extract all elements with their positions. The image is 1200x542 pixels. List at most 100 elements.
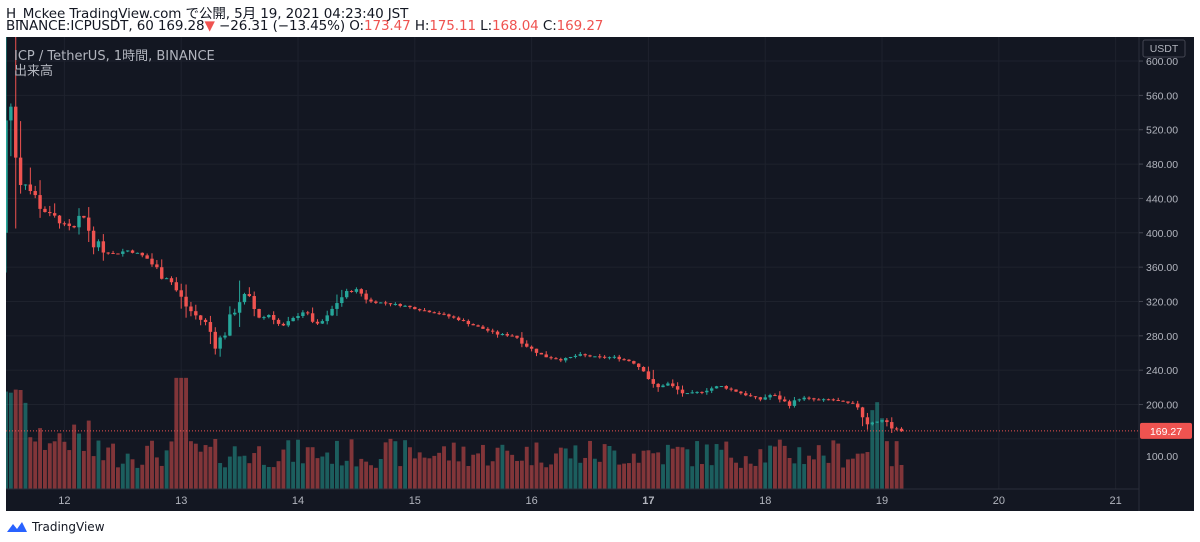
- volume-bar: [889, 466, 894, 489]
- time-tick-label: 17: [642, 495, 654, 507]
- volume-bar: [841, 467, 846, 489]
- time-tick-label: 13: [175, 495, 187, 507]
- volume-bar: [38, 428, 43, 489]
- candle-body: [6, 120, 8, 233]
- open-label: O:: [349, 18, 364, 34]
- volume-bar: [315, 458, 320, 489]
- volume-bar: [568, 458, 573, 489]
- volume-bar: [393, 441, 398, 489]
- volume-bar: [792, 463, 797, 489]
- candle-body: [671, 383, 675, 387]
- candle-body: [744, 393, 748, 396]
- tradingview-footer[interactable]: TradingView: [6, 517, 105, 537]
- volume-bar: [753, 465, 758, 489]
- volume-bar: [320, 456, 325, 489]
- volume-bar: [680, 447, 685, 489]
- volume-bar: [349, 439, 354, 489]
- candle-body: [666, 383, 670, 386]
- candle-body: [461, 320, 466, 322]
- candle-body: [145, 255, 149, 259]
- volume-bar: [296, 439, 300, 489]
- price-change: −26.31 (−13.45%): [219, 18, 346, 34]
- candle-body: [495, 331, 500, 335]
- currency-box: [1142, 39, 1186, 58]
- volume-bar: [305, 447, 310, 489]
- candle-body: [627, 359, 631, 362]
- volume-bar: [369, 465, 373, 489]
- volume-bar: [617, 464, 622, 489]
- candle-body: [880, 420, 884, 422]
- volume-bar: [174, 377, 179, 489]
- candle-body: [43, 208, 47, 213]
- candle-body: [33, 191, 37, 196]
- volume-bar: [339, 465, 344, 489]
- volume-bar: [198, 451, 203, 489]
- low-label: L:: [480, 18, 493, 34]
- candle-body: [194, 311, 198, 316]
- candle-body: [403, 305, 407, 307]
- candle-body: [422, 310, 427, 312]
- volume-bar: [481, 444, 485, 489]
- candle-body: [646, 371, 651, 380]
- candle-body: [164, 278, 169, 280]
- candle-body: [578, 354, 582, 356]
- volume-bar: [700, 464, 704, 489]
- volume-bar: [164, 450, 169, 489]
- candle-body: [778, 395, 782, 400]
- candle-body: [651, 379, 655, 384]
- volume-bar: [184, 377, 189, 489]
- candle-body: [301, 312, 305, 317]
- volume-bar: [690, 466, 695, 489]
- volume-bar: [602, 444, 607, 489]
- candle-body: [330, 308, 334, 316]
- candle-body: [237, 302, 242, 313]
- volume-bar: [159, 465, 164, 489]
- volume-bar: [300, 463, 305, 489]
- volume-bar: [451, 442, 456, 489]
- open-value: 173.47: [363, 18, 411, 34]
- volume-bar: [77, 433, 81, 489]
- candle-body: [179, 290, 183, 297]
- candle-body: [242, 294, 247, 303]
- volume-bar: [154, 457, 159, 489]
- volume-bar: [476, 453, 481, 489]
- candle-body: [812, 398, 816, 400]
- volume-bar: [714, 444, 719, 489]
- candle-body: [320, 321, 325, 324]
- volume-bar: [807, 455, 811, 489]
- volume-bar: [276, 461, 281, 489]
- candle-body: [267, 314, 271, 318]
- candle-body: [417, 309, 422, 311]
- volume-bar: [8, 392, 13, 489]
- volume-bar: [354, 466, 359, 489]
- candle-body: [855, 403, 860, 408]
- volume-bar: [145, 445, 150, 489]
- volume-bar: [223, 467, 227, 489]
- volume-bar: [704, 444, 709, 489]
- candle-body: [656, 383, 660, 388]
- volume-bar: [670, 448, 675, 489]
- candle-body: [335, 303, 339, 309]
- volume-bar: [875, 402, 880, 489]
- chart-panel[interactable]: 169.27 USDT 600.00 560.00 520.00 480.00 440.0…: [6, 37, 1194, 511]
- candle-body: [213, 331, 217, 349]
- volume-bar: [150, 440, 154, 489]
- candle-body: [787, 401, 792, 406]
- price-tick-label: 360.00: [1146, 262, 1178, 274]
- candle-body: [505, 334, 509, 336]
- volume-bar: [271, 467, 276, 489]
- candle-body: [680, 389, 685, 394]
- candle-body: [632, 361, 636, 364]
- candle-body: [894, 428, 899, 430]
- volume-bar: [422, 457, 427, 489]
- candle-body: [748, 395, 753, 397]
- volume-bar: [408, 447, 412, 489]
- volume-bar: [13, 389, 18, 489]
- candle-body: [782, 399, 787, 402]
- candle-body: [38, 195, 42, 209]
- candle-body: [388, 303, 393, 305]
- volume-bar: [811, 459, 816, 489]
- volume-bar: [86, 420, 91, 489]
- volume-bar: [529, 465, 534, 489]
